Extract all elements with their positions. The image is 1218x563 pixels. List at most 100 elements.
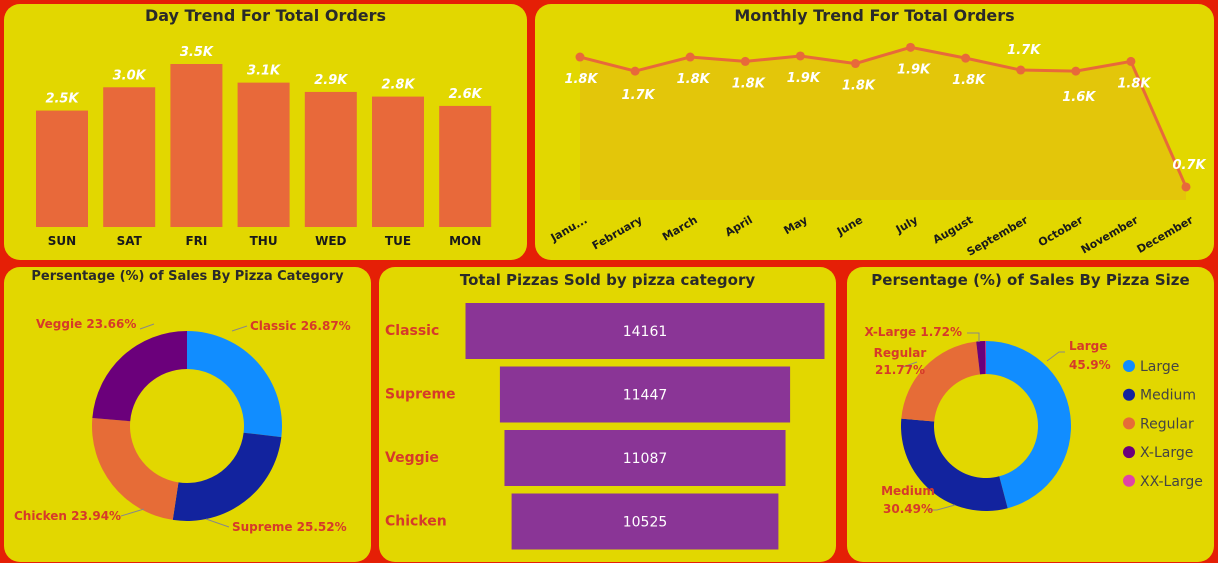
size-slice-regular [901,341,981,422]
day-bar-label: 3.1K [247,64,281,79]
monthly-point-label: 1.8K [564,72,598,87]
category-data-label: Supreme 25.52% [232,520,347,534]
category-data-label: Chicken 23.94% [14,509,121,523]
monthly-point [630,66,640,76]
monthly-point-label: 1.8K [952,73,986,88]
day-bar-label: 2.5K [45,92,79,107]
funnel-bar-chicken [511,493,779,550]
funnel-bar-value: 11447 [623,388,668,404]
size-data-label: X-Large 1.72% [865,325,962,339]
size-leader-line [927,504,956,511]
funnel-category-label: Chicken [385,514,447,530]
monthly-area [580,47,1186,201]
size-legend-label: Medium [1140,388,1196,404]
size-data-label: Large [1069,339,1107,353]
monthly-point [1071,66,1081,76]
day-trend-panel: Day Trend For Total Orders 2.5K SUN 3.0K SA… [4,4,527,260]
monthly-point-label: 1.8K [677,72,711,87]
day-bar-thu [237,82,290,227]
day-axis-label: SAT [117,234,143,248]
day-bar-mon [439,105,492,227]
day-bar-sat [103,87,156,228]
monthly-point-label: 1.9K [897,62,931,77]
day-trend-title: Day Trend For Total Orders [144,6,387,25]
funnel-category-label: Supreme [385,387,456,403]
funnel-category-label: Classic [385,323,439,339]
category-slice-classic [187,331,283,438]
day-bar-wed [304,91,357,227]
size-legend-label: X-Large [1140,445,1193,461]
size-sales-panel: Persentage (%) of Sales By Pizza Size La… [847,267,1214,562]
day-axis-label: SUN [48,234,76,248]
size-legend-label: XX-Large [1140,474,1203,490]
monthly-point [575,52,585,62]
monthly-trend-chart: 1.8K Janu... 1.7K February 1.8K March 1.8K Apri… [548,42,1206,259]
size-legend-label: Large [1140,359,1179,375]
monthly-point [685,52,695,62]
size-legend-marker [1123,360,1135,372]
category-data-label: Veggie 23.66% [36,317,136,331]
day-axis-label: TUE [385,234,411,248]
category-leader-line [139,323,155,330]
size-slice-large [986,341,1071,509]
monthly-point [850,59,860,69]
category-donut-chart: Classic 26.87% Supreme 25.52% Chicken 23.9… [14,317,351,534]
size-leader-line [902,361,918,368]
monthly-trend-panel: Monthly Trend For Total Orders 1.8K Janu.… [535,4,1214,260]
monthly-point-label: 1.8K [842,79,876,94]
monthly-axis-label: March [660,213,700,243]
size-data-label: Regular [874,346,927,360]
monthly-axis-label: October [1036,213,1086,249]
monthly-point [906,42,916,52]
size-leader-line [967,332,980,342]
size-legend-label: Regular [1140,416,1194,432]
monthly-point [1126,56,1136,66]
category-leader-line [205,518,230,528]
monthly-axis-label: May [782,213,810,237]
size-legend-marker [1123,446,1135,459]
funnel-bar-supreme [499,366,791,423]
day-bar-label: 2.8K [381,78,415,93]
category-slice-veggie [92,331,187,422]
size-legend-marker [1123,388,1135,401]
size-legend-marker [1123,417,1135,430]
day-axis-label: WED [315,234,346,248]
size-sales-title: Persentage (%) of Sales By Pizza Size [871,271,1190,289]
day-axis-label: THU [250,234,278,248]
size-donut-chart: Large 45.9% Medium 30.49% Regular 21.77% X-Lar… [865,325,1203,516]
monthly-axis-label: December [1135,213,1196,256]
day-bar-label: 3.5K [180,45,214,60]
category-leader-line [120,508,145,517]
monthly-point [1016,65,1026,75]
monthly-axis-label: August [931,213,975,246]
funnel-bar-veggie [504,430,786,486]
category-sales-panel: Persentage (%) of Sales By Pizza Categor… [4,267,371,562]
monthly-axis-label: September [965,213,1031,259]
monthly-trend-title: Monthly Trend For Total Orders [734,6,1015,25]
day-axis-label: MON [449,234,481,248]
monthly-point-label: 1.8K [1117,76,1151,91]
size-data-value: 45.9% [1069,358,1111,372]
pizzas-sold-panel: Total Pizzas Sold by pizza category 1416… [379,267,836,562]
monthly-point [1181,182,1191,192]
funnel-bar-value: 14161 [623,324,668,340]
monthly-axis-label: June [834,213,865,238]
funnel-bar-value: 11087 [623,451,668,467]
size-slice-xx-large [985,341,986,375]
day-bar-fri [170,64,223,227]
size-data-value: 21.77% [875,363,925,377]
monthly-point [740,56,750,66]
monthly-axis-label: November [1079,213,1141,256]
day-bar-label: 2.9K [314,73,348,88]
size-slice-medium [901,418,1008,511]
category-slice-supreme [172,432,282,521]
monthly-point [795,51,805,61]
monthly-point-label: 1.7K [622,88,656,103]
day-axis-label: FRI [185,234,207,248]
day-trend-chart: 2.5K SUN 3.0K SAT 3.5K FRI 3.1K THU 2.9K WED 2.8K T… [36,45,492,248]
monthly-point [961,53,971,63]
category-slice-chicken [91,418,179,520]
funnel-bar-classic [465,303,825,359]
size-data-value: 30.49% [883,502,933,516]
monthly-line [579,45,1188,188]
